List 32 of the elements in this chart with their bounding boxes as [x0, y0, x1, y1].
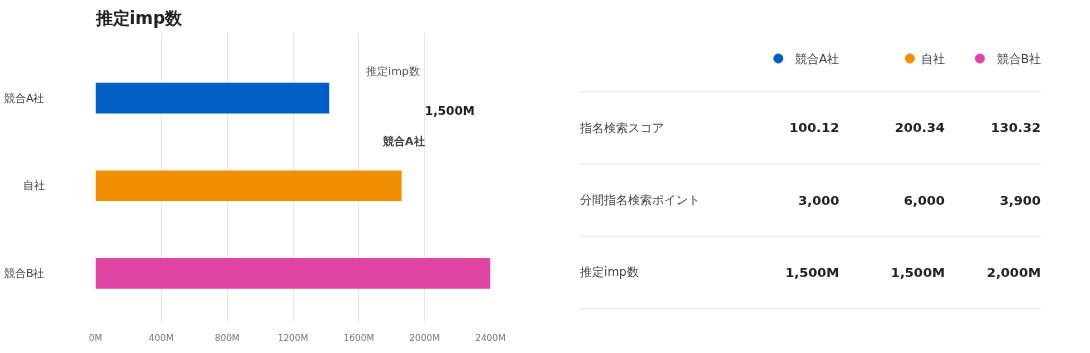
- annotation: 1,500M: [424, 104, 475, 119]
- category-label: 分間指名検索ポイント: [580, 193, 701, 208]
- x-tick-label: 400M: [148, 332, 174, 343]
- text: 1,500M: [785, 264, 840, 280]
- text: 100.12: [789, 120, 840, 136]
- x-tick-label: 2400M: [475, 332, 506, 343]
- annotation: 推定imp数: [366, 65, 420, 79]
- bar: [95, 258, 491, 289]
- x-tick-label: 1200M: [277, 332, 309, 343]
- x-tick-label: 800M: [214, 332, 240, 343]
- text: 130.32: [990, 120, 1041, 136]
- text: 6,000: [903, 192, 945, 208]
- y-tick-label: 競合A社: [3, 91, 45, 105]
- x-tick-label: 2000M: [409, 332, 440, 343]
- x-tick-label: 1600M: [343, 332, 375, 343]
- text: 3,900: [999, 192, 1041, 208]
- category-label: 推定imp数: [580, 265, 639, 280]
- category-label: 指名検索スコア: [580, 120, 665, 135]
- text: 1,500M: [890, 264, 945, 280]
- chart-title: 推定imp数: [94, 7, 184, 28]
- y-tick-label: 自社: [22, 179, 45, 193]
- annotation: 競合A社: [383, 133, 425, 149]
- text: 3,000: [798, 192, 840, 208]
- text: 2,000M: [986, 264, 1041, 280]
- category-label: 競合A社: [795, 51, 840, 66]
- category-label: 自社: [920, 51, 945, 66]
- bar: [95, 82, 330, 114]
- text: 200.34: [894, 120, 945, 136]
- y-tick-label: 競合B社: [3, 266, 45, 280]
- bar: [95, 170, 402, 202]
- category-label: 競合B社: [996, 51, 1041, 66]
- x-tick-label: 0M: [88, 332, 103, 343]
